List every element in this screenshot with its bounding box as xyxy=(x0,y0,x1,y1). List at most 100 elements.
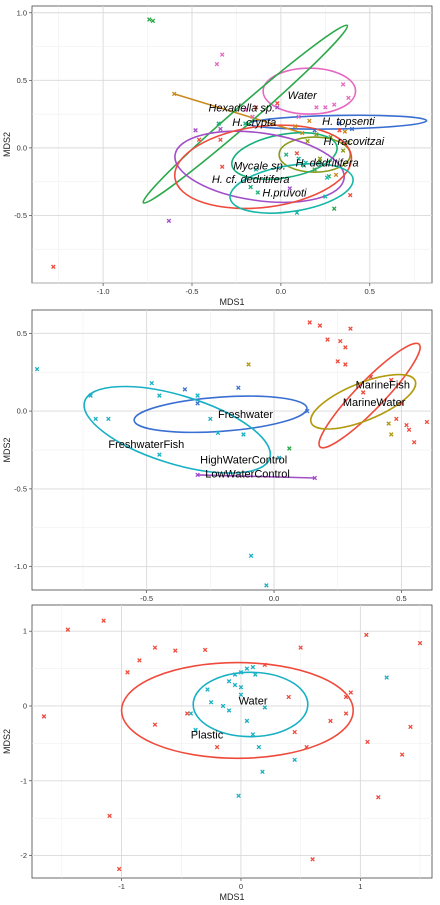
label-h-dedritifera: H. dedritifera xyxy=(296,158,359,170)
point-h-dedritifera xyxy=(301,163,307,168)
ellipse-marinefish xyxy=(318,342,421,449)
label-h-pruvoti: H.pruvoti xyxy=(262,187,307,199)
point-marinefish xyxy=(325,337,330,342)
point-plastic xyxy=(417,640,423,646)
y-axis-title: MDS2 xyxy=(2,729,12,754)
point-freshwaterfish xyxy=(195,393,200,398)
point-h-dedritifera xyxy=(216,121,221,126)
point-freshwaterfish xyxy=(276,455,282,461)
point-water xyxy=(232,672,238,677)
point-water xyxy=(346,95,351,101)
point-plastic xyxy=(101,618,106,623)
point-h-cf-dedritifera xyxy=(196,137,202,143)
panel-3-water-vs-plastic: -1 0 1 -2 -1 0 1 MDS1 MDS2 Plastic Water xyxy=(2,604,433,902)
point-marinefish xyxy=(368,374,374,380)
y-tick-label: 1 xyxy=(23,627,27,636)
point-freshwater xyxy=(304,408,310,414)
point-h-pruvoti xyxy=(323,194,328,199)
point-h-topsenti xyxy=(349,126,355,132)
ellipse-h-dedritifera xyxy=(230,131,338,181)
x-tick-label: 0 xyxy=(239,882,243,891)
ellipse-h-crypta xyxy=(142,24,349,204)
point-plastic xyxy=(125,670,130,675)
y-tick-label: 1.0 xyxy=(17,8,27,17)
point-h-pruvoti xyxy=(253,167,259,172)
x-tick-label: 0.0 xyxy=(276,287,286,296)
point-marinefish xyxy=(404,422,409,428)
y-tick-label: -1.0 xyxy=(14,562,27,571)
point-water xyxy=(226,708,232,713)
point-h-pruvoti xyxy=(324,175,330,180)
x-axis-title: MDS1 xyxy=(219,297,244,307)
x-tick-label: -0.5 xyxy=(186,287,199,296)
point-hexadella-sp xyxy=(307,118,312,124)
point-water xyxy=(250,664,256,670)
point-water xyxy=(238,670,244,675)
y-tick-label: -1 xyxy=(20,776,27,785)
y-tick-label: -0.5 xyxy=(14,484,27,493)
plot-area xyxy=(31,5,433,284)
point-hexadella-sp xyxy=(292,123,298,129)
point-plastic xyxy=(262,662,268,668)
point-water xyxy=(243,107,248,113)
label-water: Water xyxy=(288,90,318,102)
y-tick-label: 0.0 xyxy=(17,143,27,152)
point-plastic xyxy=(41,714,47,719)
point-plastic xyxy=(202,647,208,653)
panel-2-sample-sources: -0.50.00.5-1.0-0.50.00.5MDS1MDS2MarineFi… xyxy=(2,309,433,614)
point-h-cf-dedritifera xyxy=(219,164,225,170)
point-plastic xyxy=(376,794,381,800)
point-plastic xyxy=(365,739,370,745)
point-water xyxy=(331,102,337,107)
point-hexadella-sp xyxy=(171,91,177,97)
point-water xyxy=(219,52,225,57)
panel-1-sponge-species: -1.0 -0.5 0.0 0.5 -0.5 0.0 0.5 1.0 MDS1 MDS2 Water… xyxy=(2,5,433,307)
point-freshwaterfish xyxy=(241,432,246,437)
point-plastic xyxy=(408,724,413,730)
point-plastic xyxy=(137,658,142,663)
point-plastic xyxy=(348,690,354,695)
y-axis-title: MDS2 xyxy=(2,437,12,462)
point-h-topsenti xyxy=(337,121,342,126)
point-freshwaterfish xyxy=(208,416,213,422)
point-marinefish xyxy=(406,427,412,433)
point-freshwaterfish xyxy=(88,393,93,398)
point-h-cf-dedritifera xyxy=(253,105,259,110)
segment-hexadella-sp xyxy=(173,93,303,134)
y-axis-title: MDS2 xyxy=(2,132,12,157)
point-water xyxy=(244,718,250,724)
ellipse-h-cf-dedritifera xyxy=(173,124,353,210)
point-plastic xyxy=(364,632,369,638)
grid xyxy=(32,605,432,878)
point-plastic xyxy=(152,645,158,650)
point-water xyxy=(238,692,244,698)
point-water xyxy=(244,666,250,671)
point-plastic xyxy=(173,648,178,653)
label-mycale-sp: Mycale sp. xyxy=(233,160,286,172)
point-marinewater xyxy=(386,421,391,426)
point-h-racovitzai xyxy=(305,138,310,144)
point-highwatercontrol xyxy=(287,446,292,451)
point-water xyxy=(188,711,194,716)
point-water xyxy=(250,114,255,120)
point-water xyxy=(314,105,319,110)
point-marinefish xyxy=(307,320,312,325)
point-mycale-sp xyxy=(166,218,172,224)
point-marinefish xyxy=(348,326,353,331)
point-h-racovitzai xyxy=(317,156,323,161)
point-water xyxy=(253,672,258,677)
point-freshwaterfish xyxy=(157,393,162,398)
point-water xyxy=(323,105,328,110)
label-h-cf-dedritifera: H. cf. dedritifera xyxy=(212,174,290,186)
point-water xyxy=(340,82,346,87)
point-h-crypta xyxy=(150,18,156,24)
label-marinefish: MarineFish xyxy=(356,380,410,392)
point-freshwaterfish xyxy=(157,452,162,457)
point-h-cf-dedritifera xyxy=(218,137,223,143)
point-h-dedritifera xyxy=(283,152,289,157)
label-freshwater: Freshwater xyxy=(218,409,273,421)
x-tick-label: 0.0 xyxy=(269,594,279,603)
label-plastic: Plastic xyxy=(191,729,224,741)
point-mycale-sp xyxy=(193,128,198,133)
label-h-racovitzai: H. racovitzai xyxy=(324,136,385,148)
